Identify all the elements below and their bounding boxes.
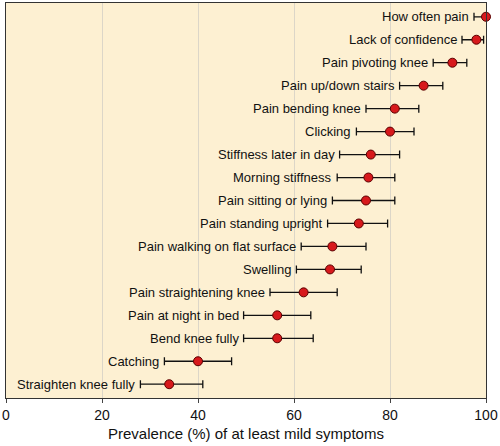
svg-text:Pain walking on flat surface: Pain walking on flat surface (138, 239, 296, 254)
svg-text:Swelling: Swelling (243, 262, 291, 277)
svg-text:Pain bending knee: Pain bending knee (253, 101, 361, 116)
svg-text:Prevalence (%) of at least mil: Prevalence (%) of at least mild symptoms (108, 425, 384, 442)
svg-text:Straighten knee fully: Straighten knee fully (17, 377, 135, 392)
svg-text:Pain sitting or lying: Pain sitting or lying (218, 193, 327, 208)
svg-text:Pain straightening knee: Pain straightening knee (129, 285, 265, 300)
svg-text:Lack of confidence: Lack of confidence (349, 32, 457, 47)
svg-text:20: 20 (94, 407, 110, 423)
svg-text:60: 60 (286, 407, 302, 423)
svg-text:80: 80 (382, 407, 398, 423)
svg-text:Pain at night in bed: Pain at night in bed (128, 308, 239, 323)
svg-text:Morning stiffness: Morning stiffness (233, 170, 332, 185)
svg-text:How often pain: How often pain (382, 9, 469, 24)
svg-text:Pain standing upright: Pain standing upright (200, 216, 323, 231)
svg-text:Catching: Catching (108, 354, 159, 369)
svg-text:Clicking: Clicking (305, 124, 351, 139)
svg-text:Pain up/down stairs: Pain up/down stairs (281, 78, 395, 93)
svg-text:0: 0 (2, 407, 10, 423)
svg-text:Stiffness later in day: Stiffness later in day (218, 147, 335, 162)
svg-text:40: 40 (190, 407, 206, 423)
svg-text:Pain pivoting knee: Pain pivoting knee (322, 55, 428, 70)
svg-text:100: 100 (474, 407, 498, 423)
svg-text:Bend knee fully: Bend knee fully (150, 331, 239, 346)
